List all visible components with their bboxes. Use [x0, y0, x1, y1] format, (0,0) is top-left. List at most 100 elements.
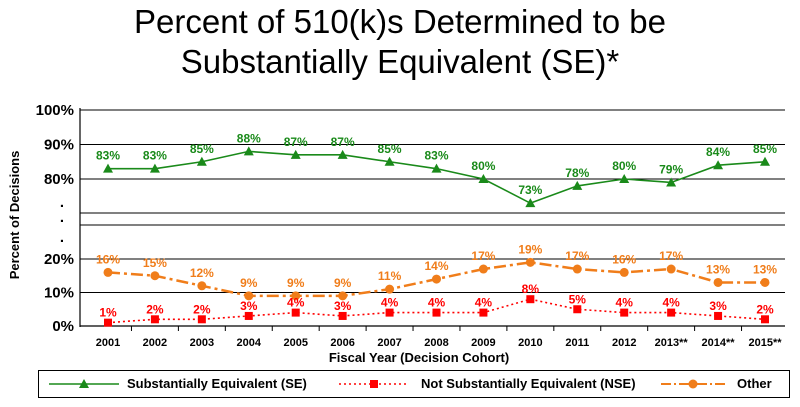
data-label: 4% [616, 296, 634, 310]
data-point [761, 315, 769, 324]
data-point [573, 305, 582, 314]
data-point [197, 281, 207, 291]
data-label: 83% [96, 149, 120, 163]
data-point [619, 267, 629, 277]
data-point [104, 318, 112, 327]
axes [79, 108, 785, 327]
data-label: 9% [334, 276, 352, 290]
data-point [196, 156, 207, 166]
data-label: 17% [659, 249, 683, 263]
data-label: 16% [612, 252, 636, 266]
chart-title-line-1: Percent of 510(k)s Determined to be [134, 3, 666, 40]
data-label: 79% [659, 162, 683, 176]
data-label: 8% [522, 282, 540, 296]
x-tick-label: 2011 [565, 337, 589, 349]
data-label: 3% [709, 299, 727, 313]
data-label: 12% [190, 266, 214, 280]
y-tick-label: 10% [44, 285, 74, 302]
data-point [244, 291, 254, 301]
data-label: 2% [193, 302, 211, 316]
data-label: 4% [428, 296, 446, 310]
data-label: 9% [287, 276, 305, 290]
x-tick-label: 2010 [518, 337, 542, 349]
data-labels-layer: 83% 83% 85% 88% 87% 87% 85% 83% 80% 73% 78% 80% 79% 8… [96, 131, 777, 319]
data-label: 9% [240, 276, 258, 290]
x-tick-label: 2012 [612, 337, 636, 349]
x-axis-label: Fiscal Year (Decision Cohort) [329, 350, 509, 365]
data-point [290, 149, 301, 159]
data-point [525, 198, 536, 208]
x-tick-label: 2003 [190, 337, 214, 349]
x-tick-label: 2015** [748, 337, 782, 349]
data-label: 87% [284, 135, 308, 149]
data-label: 85% [190, 142, 214, 156]
data-point [713, 160, 724, 170]
axis-break-dot: . [60, 229, 64, 246]
data-point [337, 149, 348, 159]
data-point [760, 156, 770, 166]
legend: Substantially Equivalent (SE) Not Substa… [38, 370, 790, 398]
y-axis-label: Percent of Decisions [7, 151, 22, 280]
x-tick-label: 2009 [471, 337, 495, 349]
data-point [150, 315, 159, 324]
data-label: 83% [424, 149, 448, 163]
data-label: 17% [565, 249, 589, 263]
data-label: 84% [706, 145, 730, 159]
x-tick-label: 2002 [143, 337, 167, 349]
data-point [243, 146, 254, 156]
series-nse [104, 295, 769, 327]
data-label: 4% [662, 296, 680, 310]
data-point [666, 264, 676, 274]
data-label: 88% [237, 131, 261, 145]
data-label: 4% [475, 296, 493, 310]
chart-title-line-2: Substantially Equivalent (SE)* [180, 43, 620, 80]
data-point [667, 308, 676, 317]
data-label: 13% [706, 262, 730, 276]
data-point [385, 308, 394, 317]
data-label: 78% [565, 166, 589, 180]
data-point [714, 311, 723, 320]
data-point [150, 271, 160, 281]
data-point [149, 163, 160, 173]
data-label: 80% [612, 159, 636, 173]
data-point [431, 163, 442, 173]
data-label: 3% [240, 299, 258, 313]
data-label: 4% [287, 296, 305, 310]
data-point [338, 311, 347, 320]
data-label: 11% [378, 269, 402, 283]
data-point [479, 308, 488, 317]
x-tick-label: 2013** [655, 337, 689, 349]
data-point [619, 174, 630, 183]
data-point [103, 163, 113, 173]
y-tick-label: 80% [44, 171, 74, 188]
data-label: 5% [569, 292, 587, 306]
legend-swatch-other [661, 379, 727, 389]
gridlines [80, 109, 785, 293]
x-tick-label: 2008 [424, 337, 448, 349]
data-label: 1% [99, 306, 117, 320]
data-point [103, 267, 113, 277]
data-label: 2% [756, 302, 774, 316]
data-point [432, 308, 441, 317]
data-point [478, 174, 489, 183]
y-tick-label: 0% [52, 318, 74, 335]
data-point [244, 311, 253, 320]
data-label: 4% [381, 296, 399, 310]
y-axis-ticks: 80% 90% 100% 0% 10% 20%... [36, 102, 74, 335]
data-point [432, 274, 441, 284]
y-tick-label: 20% [44, 251, 74, 268]
x-tick-label: 2004 [237, 337, 262, 349]
y-tick-label: 100% [36, 102, 74, 119]
x-axis-ticks: 2001 2002 2003 2004 2005 2006 2007 2008 2009 2010… [96, 326, 782, 349]
x-tick-label: 2014** [702, 337, 736, 349]
line-chart: 80%90%100%0%10%20%... 2001 2002 2003 2004 20… [7, 102, 785, 365]
legend-label-se: Substantially Equivalent (SE) [127, 376, 307, 391]
data-point [620, 308, 629, 317]
data-point [291, 291, 301, 301]
data-label: 87% [331, 135, 355, 149]
data-point [338, 291, 348, 301]
data-label: 16% [96, 252, 120, 266]
legend-swatch-nse [339, 380, 409, 388]
data-point [525, 257, 535, 267]
axis-break-dot: . [60, 209, 64, 226]
